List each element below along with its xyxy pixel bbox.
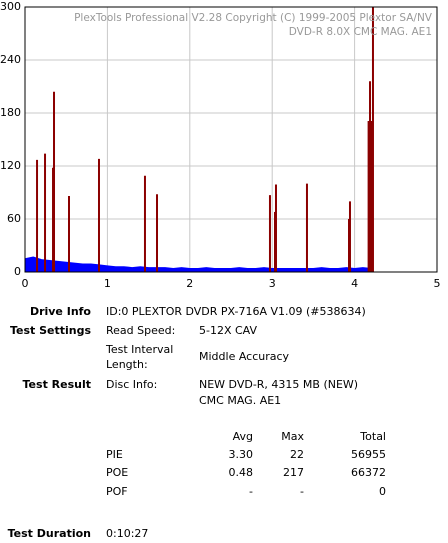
- chart: 0 60 120 180 240 300 0 1 2 3 4 5: [0, 0, 441, 290]
- annotation: DVD-R 8.0X CMC MAG. AE1: [289, 26, 432, 38]
- x-tick-label: 1: [104, 277, 111, 290]
- cell: -: [300, 485, 304, 498]
- x-tick-label: 3: [269, 277, 276, 290]
- label: Test Duration: [8, 527, 91, 540]
- label: Drive Info: [30, 305, 91, 318]
- value: 0:10:27: [106, 527, 148, 540]
- cell: 0.48: [229, 466, 254, 479]
- label: Disc Info:: [106, 378, 157, 391]
- value: NEW DVD-R, 4315 MB (NEW): [199, 378, 358, 391]
- x-tick-label: 0: [22, 277, 29, 290]
- value: Middle Accuracy: [199, 350, 290, 363]
- cell: 66372: [351, 466, 386, 479]
- x-tick-label: 2: [186, 277, 193, 290]
- value: CMC MAG. AE1: [199, 394, 281, 407]
- annotation: PlexTools Professional V2.28 Copyright (…: [74, 12, 433, 24]
- cell: 217: [283, 466, 304, 479]
- label: Test Interval: [105, 343, 173, 356]
- value: 5-12X CAV: [199, 324, 257, 337]
- column-header: Max: [281, 430, 304, 443]
- row-label: POE: [106, 466, 128, 479]
- y-tick-label: 300: [0, 0, 21, 13]
- cell: 22: [290, 448, 304, 461]
- cell: 0: [379, 485, 386, 498]
- label: Read Speed:: [106, 324, 175, 337]
- pie-area: [24, 256, 372, 273]
- column-header: Total: [359, 430, 386, 443]
- row-label: POF: [106, 485, 128, 498]
- y-tick-label: 180: [0, 106, 21, 119]
- cell: 56955: [351, 448, 386, 461]
- stats-table: Avg Max Total PIE 3.30 22 56955 POE 0.48 217 66372…: [106, 430, 386, 498]
- cell: 3.30: [229, 448, 254, 461]
- y-tick-label: 120: [0, 159, 21, 172]
- y-tick-label: 60: [7, 212, 21, 225]
- label: Length:: [106, 358, 148, 371]
- x-tick-label: 4: [351, 277, 358, 290]
- y-tick-label: 0: [14, 265, 21, 278]
- y-tick-label: 240: [0, 53, 21, 66]
- cell: -: [249, 485, 253, 498]
- label: Test Result: [23, 378, 91, 391]
- value: ID:0 PLEXTOR DVDR PX-716A V1.09 (#538634…: [106, 305, 366, 318]
- plot-border: [24, 6, 438, 273]
- column-header: Avg: [233, 430, 253, 443]
- x-tick-label: 5: [434, 277, 441, 290]
- row-label: PIE: [106, 448, 123, 461]
- label: Test Settings: [10, 324, 92, 337]
